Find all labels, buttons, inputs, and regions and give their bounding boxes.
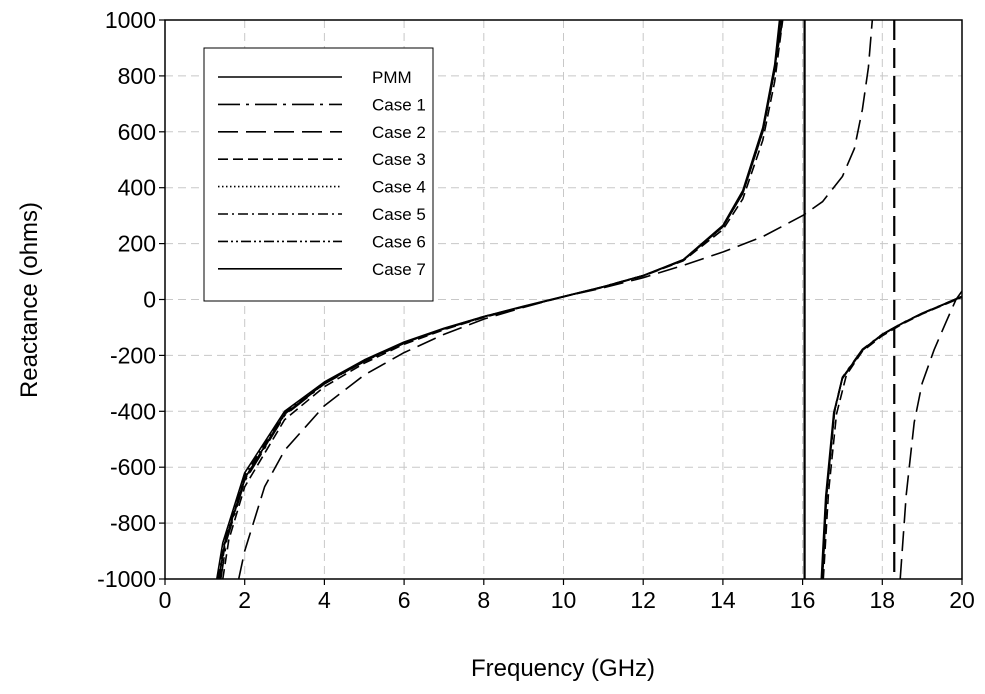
x-tick-label: 10 [551, 587, 577, 613]
y-tick-label: 400 [118, 175, 156, 201]
x-tick-label: 14 [710, 587, 736, 613]
legend-label-case-5: Case 5 [372, 205, 426, 224]
y-tick-label: 0 [143, 287, 156, 313]
series-case-2-line [237, 20, 874, 579]
legend-label-case-4: Case 4 [372, 178, 426, 197]
series-layer [216, 20, 962, 579]
series-case-7-line [216, 20, 781, 579]
y-tick-label: -1000 [97, 566, 156, 592]
y-tick-label: -400 [110, 398, 156, 424]
x-tick-label: 4 [318, 587, 331, 613]
x-tick-label: 16 [790, 587, 816, 613]
y-tick-label: 800 [118, 63, 156, 89]
legend-label-case-3: Case 3 [372, 150, 426, 169]
legend-label-case-6: Case 6 [372, 232, 426, 251]
x-tick-label: 6 [398, 587, 411, 613]
x-tick-label: 2 [238, 587, 251, 613]
x-tick-label: 0 [159, 587, 172, 613]
series-case-1-line [220, 20, 784, 579]
y-tick-label: -600 [110, 454, 156, 480]
legend-label-case-1: Case 1 [372, 95, 426, 114]
legend-label-case-7: Case 7 [372, 260, 426, 279]
legend: PMM Case 1 Case 2 Case 3 Case 4 Case 5 Case 6 C… [203, 47, 434, 302]
x-tick-label: 18 [870, 587, 896, 613]
y-tick-label: -800 [110, 510, 156, 536]
y-tick-label: 1000 [105, 7, 156, 33]
y-tick-label: -200 [110, 342, 156, 368]
series-group [216, 20, 962, 579]
x-axis-title: Frequency (GHz) [471, 655, 655, 682]
y-axis-title: Reactance (ohms) [16, 202, 43, 398]
x-tick-label: 8 [477, 587, 490, 613]
legend-box [203, 47, 434, 302]
x-tick-label: 12 [630, 587, 656, 613]
legend-label-case-2: Case 2 [372, 123, 426, 142]
x-tick-label: 20 [949, 587, 975, 613]
y-tick-label: 600 [118, 119, 156, 145]
series-case-7-line-2 [820, 295, 962, 579]
ticks: 0 2 4 6 8 10 12 14 16 18 20 -1000 -800 -600 -400 -200 0 2… [97, 7, 975, 613]
y-tick-label: 200 [118, 231, 156, 257]
series-case-2-line-2 [899, 290, 962, 579]
legend-label-pmm: PMM [372, 68, 412, 87]
